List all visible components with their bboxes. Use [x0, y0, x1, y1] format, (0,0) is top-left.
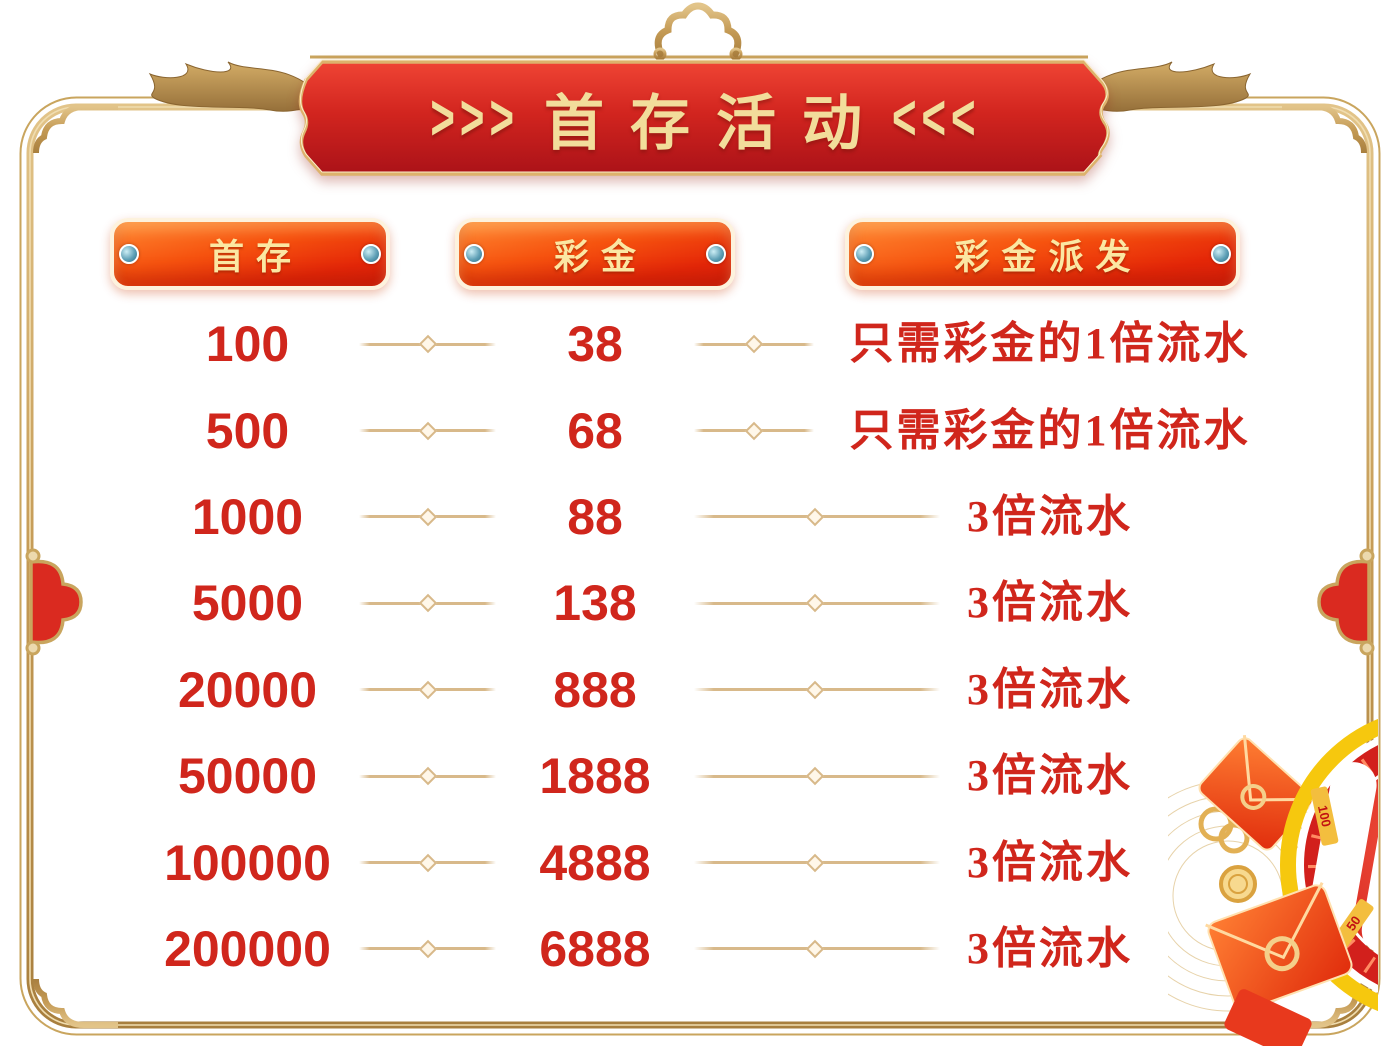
connector-line: [690, 733, 940, 819]
connector-diamond-icon: [418, 939, 437, 959]
payout-value: 只需彩金的1倍流水: [849, 405, 1251, 455]
gem-icon: [464, 244, 484, 264]
bonus-value: 4888: [539, 834, 651, 891]
column-header-label: 首存: [208, 237, 303, 277]
cloud-ornament-left: [25, 548, 83, 656]
connector-diamond-icon: [744, 334, 764, 354]
deposit-value: 1000: [191, 488, 304, 545]
deposit-value: 5000: [191, 575, 304, 632]
connector-line: [690, 301, 818, 387]
deposit-value: 20000: [177, 661, 318, 718]
table-row: 50000 1888 3倍流水: [140, 733, 1282, 819]
deposit-value: 100: [205, 316, 290, 373]
connector-diamond-icon: [418, 334, 437, 354]
column-header-deposit: 首存: [110, 218, 390, 290]
table-row: 5000 138 3倍流水: [140, 560, 1282, 646]
connector-line: [355, 388, 500, 474]
right-arrows: <<<: [892, 80, 981, 154]
connector-line: [355, 474, 500, 560]
deposit-value: 50000: [177, 748, 318, 805]
table-row: 500 68 只需彩金的1倍流水: [140, 387, 1282, 473]
column-header-payout: 彩金派发: [845, 218, 1240, 290]
deposit-value: 200000: [164, 920, 331, 977]
gem-icon: [361, 244, 381, 264]
bonus-value: 6888: [539, 920, 651, 977]
connector-line: [690, 560, 940, 646]
connector-line: [690, 474, 940, 560]
bonus-value: 68: [567, 402, 623, 459]
connector-diamond-icon: [418, 594, 437, 613]
connector-line: [355, 820, 500, 906]
title-banner: >>> 首存活动 <<<: [296, 52, 1110, 184]
bonus-value: 888: [553, 661, 637, 718]
bonus-value: 138: [553, 575, 637, 632]
wallet-icon: 100 50: [1280, 718, 1378, 1012]
column-header-label: 彩金派发: [954, 237, 1143, 277]
connector-diamond-icon: [418, 853, 437, 872]
connector-diamond-icon: [744, 421, 764, 440]
cloud-ornament-right: [1317, 548, 1375, 656]
badge-strip-label: 50: [1343, 913, 1364, 933]
column-header-label: 彩金: [553, 237, 648, 277]
connector-line: [355, 906, 500, 992]
gem-icon: [1211, 244, 1231, 264]
table-row: 100 38 只需彩金的1倍流水: [140, 301, 1282, 387]
column-header-bonus: 彩金: [455, 218, 735, 290]
table-row: 20000 888 3倍流水: [140, 647, 1282, 733]
bonus-value: 1888: [539, 748, 651, 805]
connector-line: [690, 906, 940, 992]
left-arrows: >>>: [430, 80, 519, 154]
badge-strip-label: 100: [1315, 804, 1334, 828]
gem-icon: [119, 244, 139, 264]
connector-diamond-icon: [418, 680, 437, 699]
bonus-value: 88: [567, 488, 623, 545]
table-row: 100000 4888 3倍流水: [140, 819, 1282, 905]
ribbon-piece: [1224, 989, 1312, 1046]
connector-diamond-icon: [418, 507, 437, 527]
gem-icon: [854, 244, 874, 264]
table-row: 1000 88 3倍流水: [140, 474, 1282, 560]
connector-line: [355, 733, 500, 819]
table-row: 200000 6888 3倍流水: [140, 906, 1282, 992]
connector-line: [355, 560, 500, 646]
deposit-value: 100000: [164, 834, 331, 891]
connector-line: [355, 647, 500, 733]
connector-line: [690, 647, 940, 733]
bonus-table: 100 38 只需彩金的1倍流水 500 68 只需彩金的1倍流水: [140, 301, 1282, 992]
connector-diamond-icon: [418, 421, 437, 440]
gem-icon: [706, 244, 726, 264]
connector-line: [355, 301, 500, 387]
connector-diamond-icon: [418, 766, 437, 786]
payout-value: 只需彩金的1倍流水: [849, 319, 1251, 369]
bonus-value: 38: [567, 316, 623, 373]
connector-line: [690, 388, 818, 474]
banner-title: 首存活动: [544, 90, 888, 157]
deposit-value: 500: [205, 402, 290, 459]
connector-line: [690, 820, 940, 906]
